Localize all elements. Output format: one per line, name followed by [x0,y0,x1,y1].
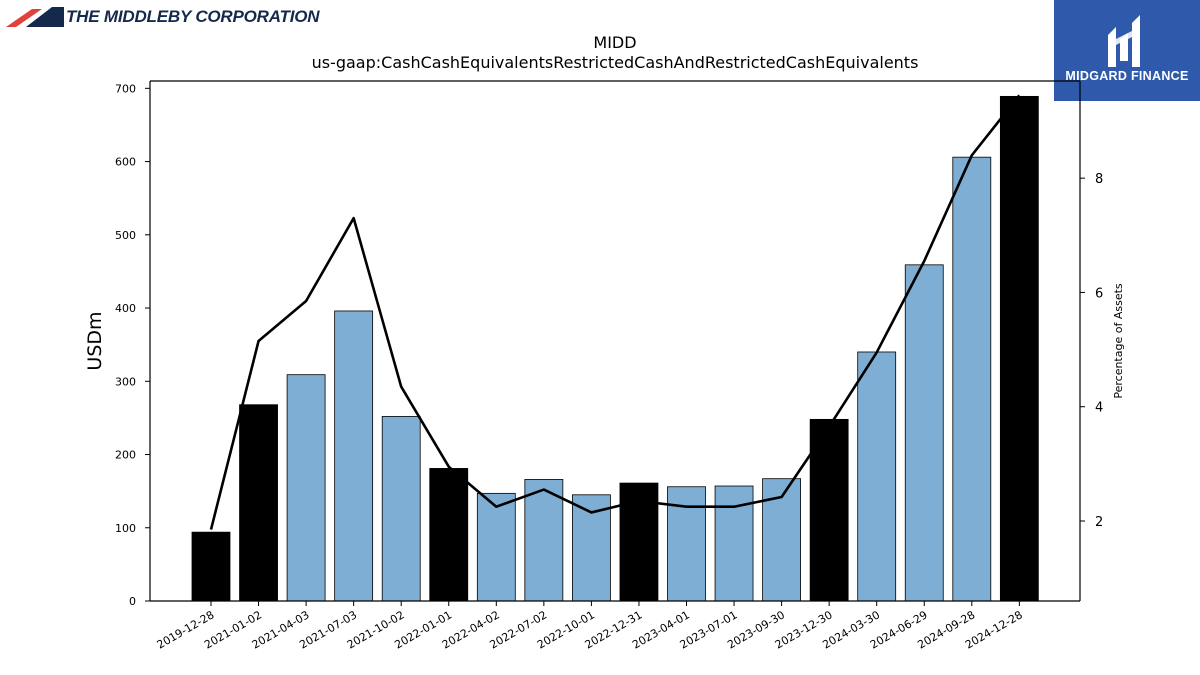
bar-2021-10-02 [381,416,421,602]
bar-2023-12-30 [809,418,849,602]
chart-subtitle: us-gaap:CashCashEquivalentsRestrictedCas… [311,53,919,72]
chart-title: MIDD [593,33,637,52]
y2-axis-label: Percentage of Assets [1112,283,1125,399]
bar-2021-04-03 [286,374,326,602]
bar-2021-01-02 [239,404,278,602]
bar-2024-09-28 [952,156,992,602]
y2-tick-label: 4 [1095,401,1103,416]
bar-2024-06-29 [904,264,944,602]
middleby-logo-text: THE MIDDLEBY CORPORATION [66,7,320,26]
bar-2024-03-30 [857,351,897,602]
y-tick-label: 400 [115,302,136,315]
middleby-logo: THE MIDDLEBY CORPORATION [6,5,320,29]
middleby-logo-mark [6,7,64,27]
y2-tick-label: 8 [1095,172,1103,187]
midgard-logo-text: MIDGARD FINANCE [1065,69,1189,83]
y-tick-label: 0 [129,595,136,608]
y-tick-label: 600 [115,156,136,169]
y-tick-label: 200 [115,449,136,462]
y-tick-label: 100 [115,522,136,535]
percentage-line [209,94,1021,530]
y-tick-label: 500 [115,229,136,242]
midgard-finance-logo: MIDGARD FINANCE [1054,0,1200,101]
bar-2022-10-01 [572,494,611,602]
midgard-logo-icon [1108,15,1140,67]
bar-2024-12-28 [999,95,1039,602]
bar-2021-07-03 [334,310,374,602]
bar-2019-12-28 [191,531,231,602]
bar-2022-04-02 [476,492,516,602]
y-tick-label: 700 [115,82,136,95]
bar-2022-07-02 [524,479,564,602]
y-axis-label: USDm [84,311,106,370]
y2-tick-label: 2 [1095,515,1103,530]
y-tick-label: 300 [115,375,136,388]
bar-2022-01-01 [429,468,469,602]
y2-tick-label: 6 [1095,286,1103,301]
